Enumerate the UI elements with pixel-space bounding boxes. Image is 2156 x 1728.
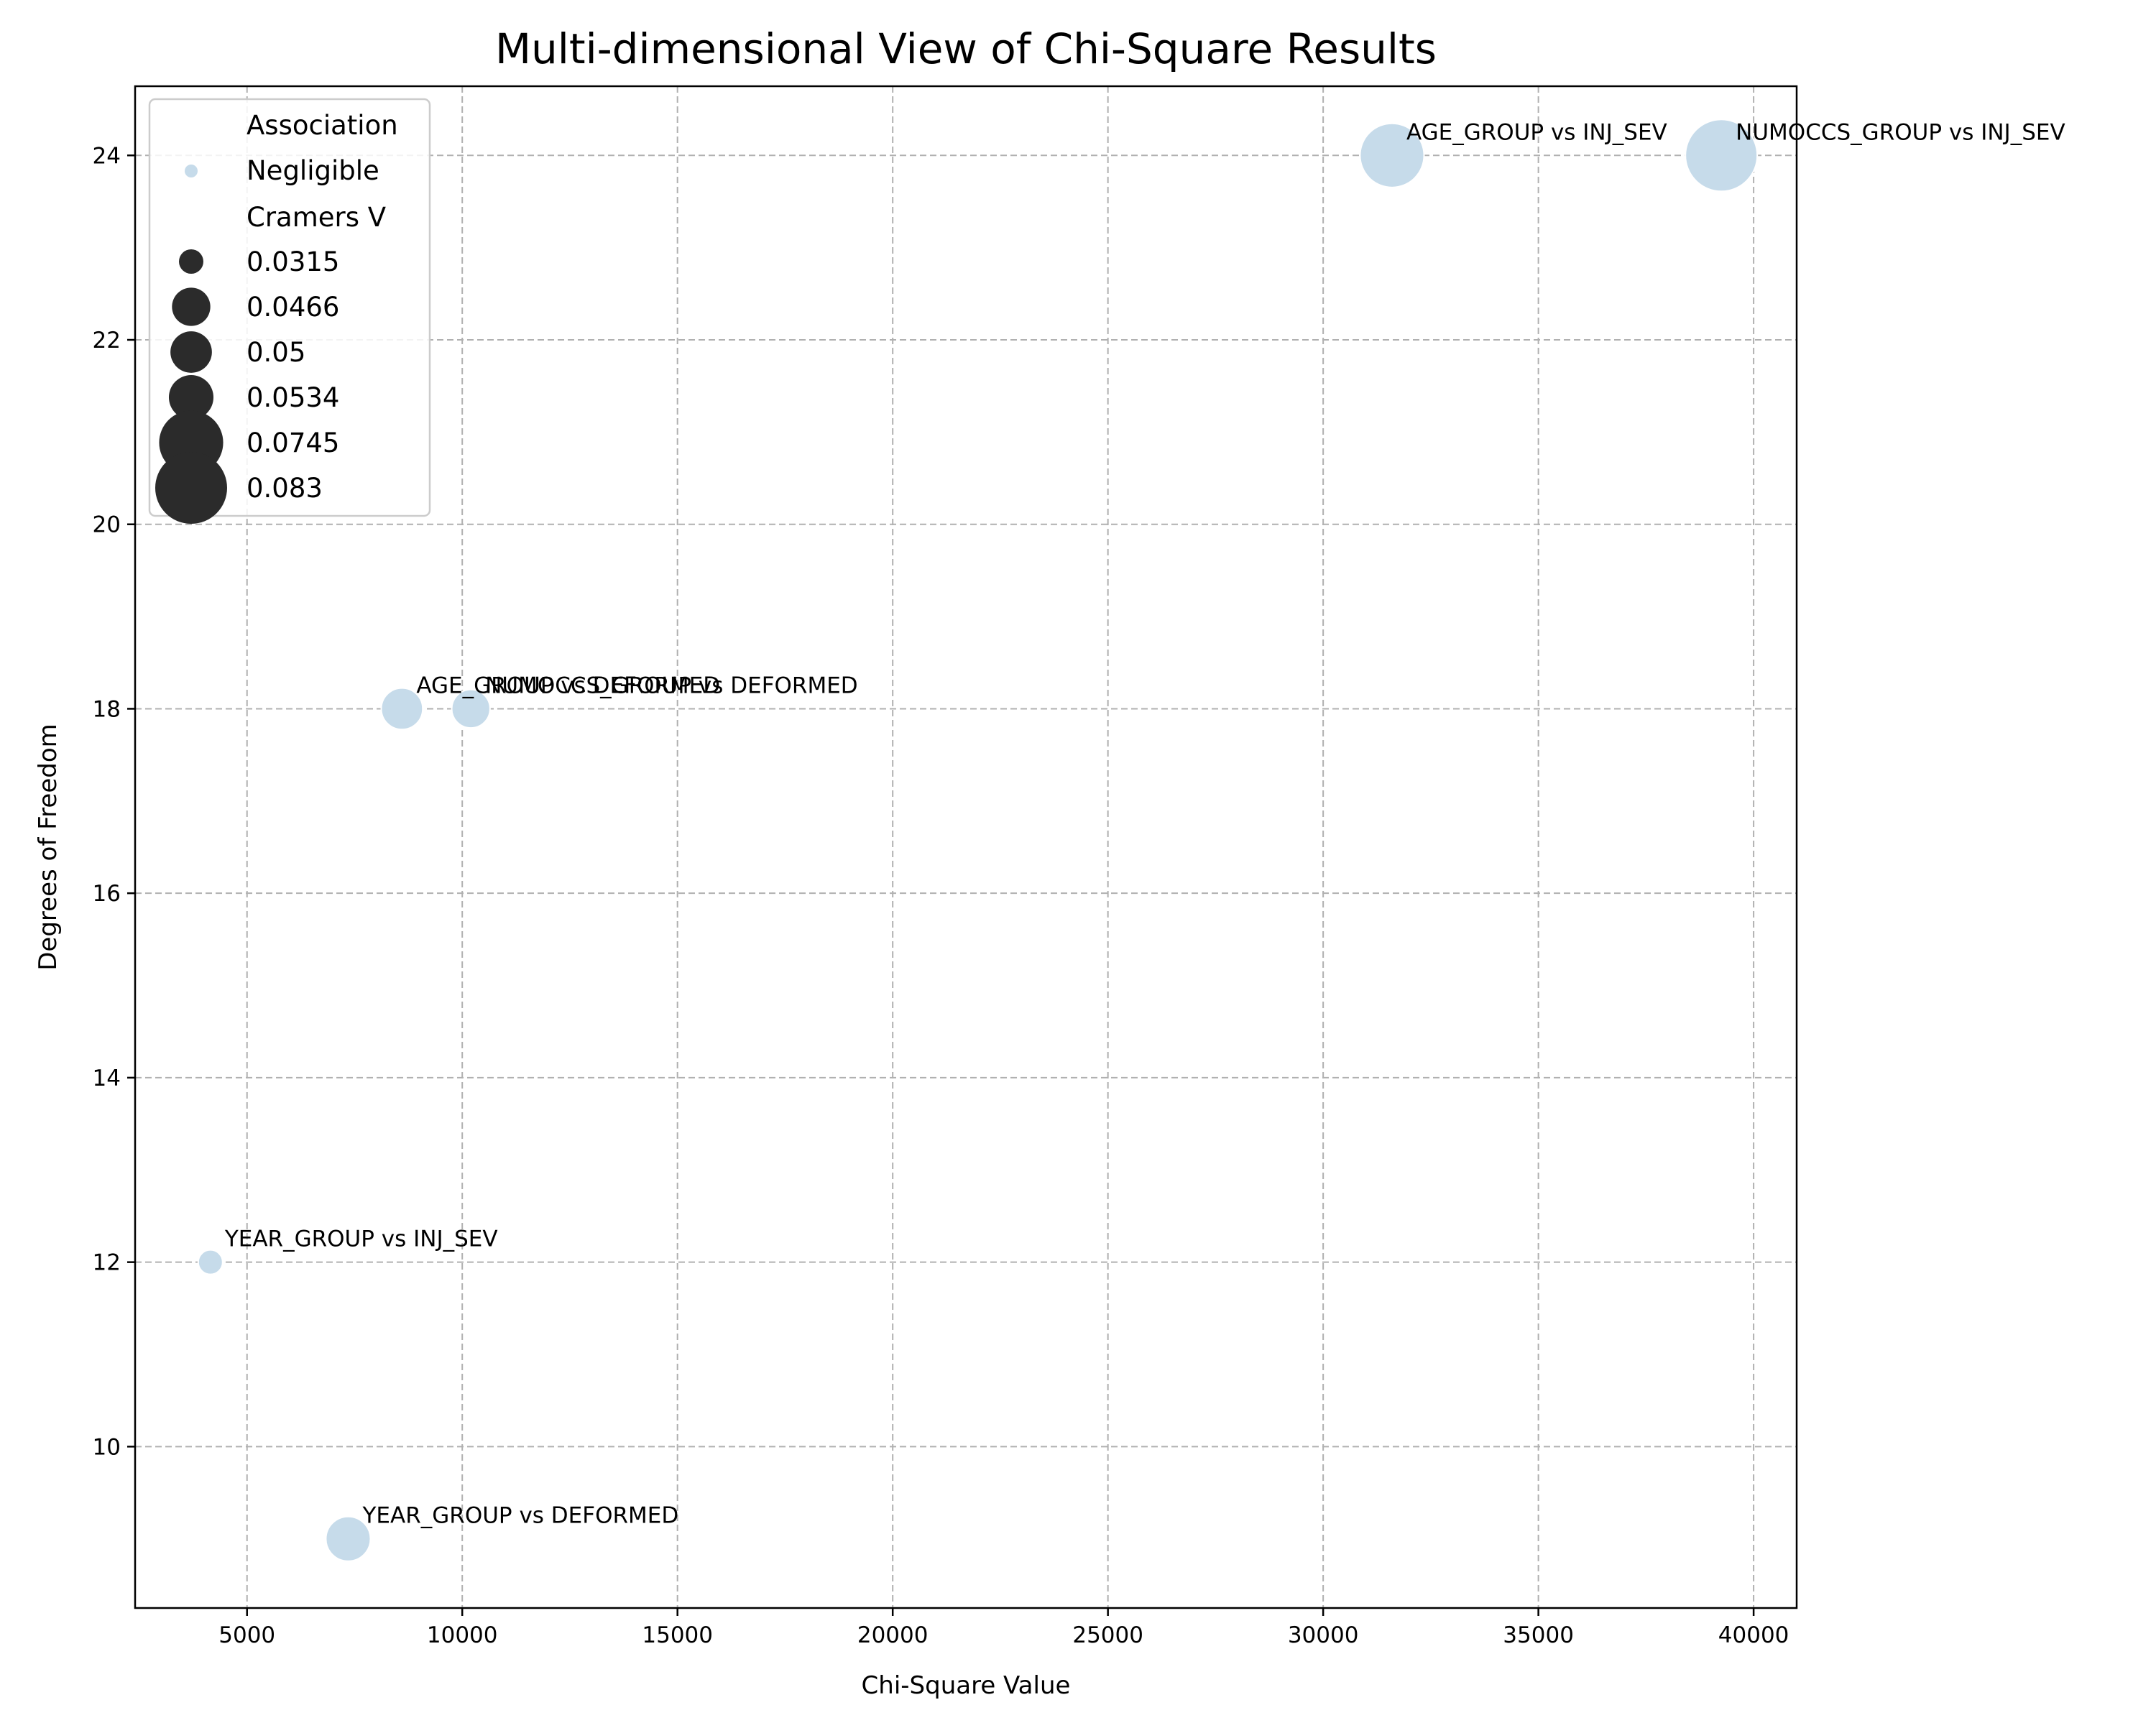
legend-hue-marker [185, 165, 198, 177]
legend-size-marker [155, 452, 227, 524]
point-annotation: NUMOCCS_GROUP vs DEFORMED [485, 673, 857, 698]
legend-size-marker [172, 287, 211, 326]
data-point [1359, 122, 1425, 188]
legend: Association Negligible Cramers V 0.0315 0… [148, 98, 431, 524]
y-tick-label: 24 [93, 143, 121, 169]
legend-size-label: 0.0466 [247, 292, 339, 323]
y-axis-label: Degrees of Freedom [34, 724, 63, 971]
y-tick-label: 12 [93, 1250, 121, 1276]
grid [135, 86, 1797, 1608]
legend-size-label: 0.05 [247, 337, 305, 368]
y-tick-label: 22 [93, 328, 121, 354]
y-tick-label: 10 [93, 1434, 121, 1460]
legend-size-title: Cramers V [247, 202, 386, 233]
legend-size-label: 0.083 [247, 473, 323, 504]
data-point [380, 687, 424, 731]
x-tick-label: 15000 [642, 1622, 713, 1648]
legend-hue-title: Association [247, 110, 398, 141]
point-annotation: AGE_GROUP vs INJ_SEV [1406, 119, 1667, 145]
x-tick-label: 10000 [427, 1622, 498, 1648]
point-annotation: YEAR_GROUP vs INJ_SEV [224, 1226, 498, 1252]
y-tick-label: 14 [93, 1066, 121, 1091]
point-annotation: NUMOCCS_GROUP vs INJ_SEV [1736, 119, 2065, 145]
y-tick-label: 20 [93, 512, 121, 538]
legend-hue-item-label: Negligible [247, 155, 379, 186]
x-tick-label: 35000 [1503, 1622, 1574, 1648]
legend-size-label: 0.0745 [247, 428, 339, 458]
y-tick-label: 16 [93, 881, 121, 907]
legend-size-label: 0.0315 [247, 246, 339, 277]
x-tick-label: 40000 [1718, 1622, 1789, 1648]
legend-size-marker [170, 331, 212, 373]
legend-size-marker [179, 249, 203, 274]
data-point [197, 1249, 224, 1275]
chart-title: Multi-dimensional View of Chi-Square Res… [495, 24, 1437, 73]
data-point [325, 1515, 372, 1562]
plot-area-frame [134, 85, 1798, 1609]
data-point [451, 688, 491, 729]
y-tick-label: 18 [93, 696, 121, 722]
point-annotation: AGE_GROUP vs DEFORMED [416, 673, 720, 698]
x-tick-label: 5000 [218, 1622, 275, 1648]
x-tick-label: 30000 [1288, 1622, 1359, 1648]
data-point [1685, 119, 1759, 193]
x-axis-label: Chi-Square Value [862, 1671, 1071, 1700]
x-tick-label: 25000 [1072, 1622, 1143, 1648]
legend-size-marker [168, 374, 214, 420]
x-tick-label: 20000 [857, 1622, 929, 1648]
point-annotation: YEAR_GROUP vs DEFORMED [361, 1503, 678, 1529]
legend-box [148, 98, 431, 517]
axis-ticks: 5000 10000 15000 20000 25000 30000 35000 40000 1… [93, 143, 1789, 1648]
point-annotations: YEAR_GROUP vs INJ_SEV YEAR_GROUP vs DEFOR… [224, 119, 2065, 1528]
legend-size-label: 0.0534 [247, 382, 339, 413]
data-points [197, 119, 1759, 1562]
